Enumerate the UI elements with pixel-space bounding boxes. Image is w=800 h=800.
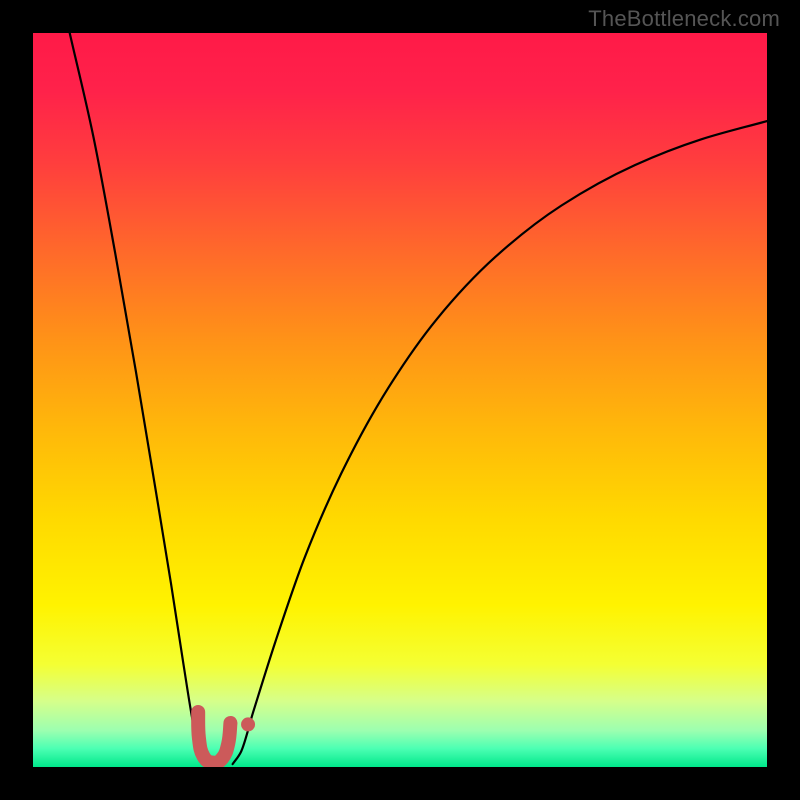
dot-marker bbox=[241, 717, 255, 731]
v-curve-right bbox=[233, 121, 767, 764]
stage: TheBottleneck.com bbox=[0, 0, 800, 800]
u-marker bbox=[198, 712, 230, 763]
plot-area bbox=[33, 33, 767, 767]
v-curve-left bbox=[70, 33, 204, 764]
watermark-text: TheBottleneck.com bbox=[588, 6, 780, 32]
chart-curves bbox=[33, 33, 767, 767]
